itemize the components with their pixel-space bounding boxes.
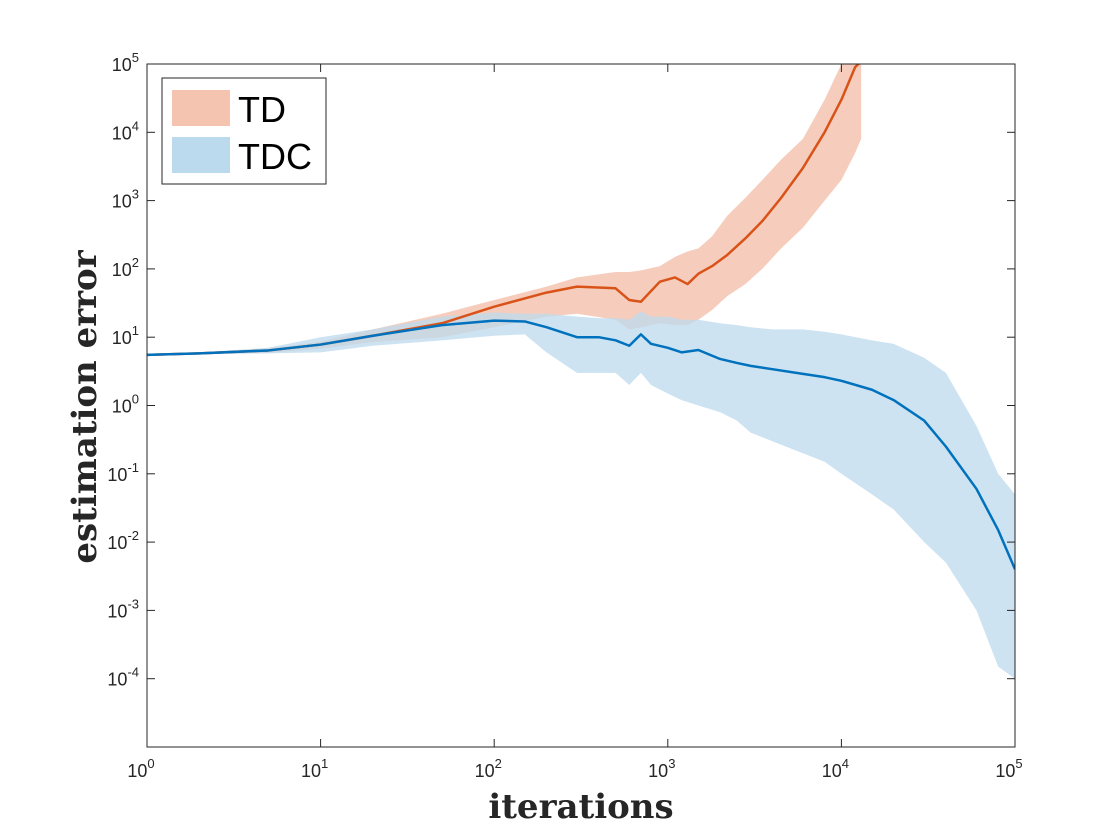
y-tick-label: 10-3 xyxy=(107,596,139,621)
x-tick-label: 102 xyxy=(475,756,502,781)
y-tick-label: 104 xyxy=(112,118,139,143)
y-tick-label: 10-1 xyxy=(107,460,139,485)
line-tdc xyxy=(147,319,1015,570)
legend-swatch-tdc xyxy=(172,137,230,173)
y-tick-label: 105 xyxy=(112,50,139,75)
x-tick-label: 101 xyxy=(301,756,328,781)
y-tick-label: 101 xyxy=(112,323,139,348)
y-axis-label: estimation error xyxy=(65,249,105,563)
y-tick-label: 10-4 xyxy=(107,665,139,690)
x-tick-label: 103 xyxy=(648,756,675,781)
y-tick-label: 10-2 xyxy=(107,528,139,553)
y-tick-label: 102 xyxy=(112,255,139,280)
legend-swatch-td xyxy=(172,90,230,126)
x-tick-label: 105 xyxy=(995,756,1022,781)
y-tick-label: 100 xyxy=(112,392,139,417)
band-tdc xyxy=(147,311,1015,679)
x-tick-label: 100 xyxy=(127,756,154,781)
legend-label-td: TD xyxy=(238,89,286,130)
y-tick-label: 103 xyxy=(112,187,139,212)
legend-label-tdc: TDC xyxy=(238,136,312,177)
x-axis-label: iterations xyxy=(488,787,673,827)
x-tick-label: 104 xyxy=(822,756,849,781)
